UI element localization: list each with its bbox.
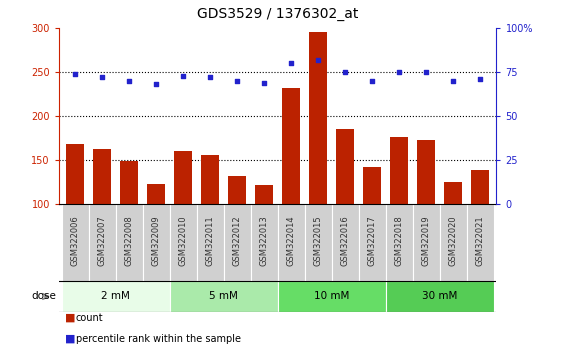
Point: [341, 69, 350, 75]
Bar: [440, 204, 467, 281]
Point: [395, 69, 404, 75]
Bar: [444, 182, 462, 291]
Bar: [197, 204, 224, 281]
Point: [368, 78, 377, 84]
Bar: [224, 204, 251, 281]
Bar: [116, 204, 142, 281]
Bar: [471, 170, 489, 291]
Bar: [174, 151, 192, 291]
Bar: [386, 281, 494, 312]
Bar: [310, 32, 327, 291]
Point: [476, 76, 485, 82]
Bar: [305, 204, 332, 281]
Bar: [142, 204, 169, 281]
Text: GSM322020: GSM322020: [449, 216, 458, 266]
Text: 30 mM: 30 mM: [422, 291, 457, 302]
Bar: [282, 88, 300, 291]
Bar: [228, 176, 246, 291]
Point: [206, 75, 215, 80]
Bar: [413, 204, 440, 281]
Text: GDS3529 / 1376302_at: GDS3529 / 1376302_at: [197, 7, 358, 21]
Bar: [89, 204, 116, 281]
Bar: [66, 144, 84, 291]
Text: ■: ■: [65, 334, 75, 344]
Point: [71, 71, 80, 77]
Text: ■: ■: [65, 313, 75, 323]
Point: [178, 73, 187, 79]
Bar: [417, 139, 435, 291]
Point: [314, 57, 323, 63]
Text: GSM322021: GSM322021: [476, 216, 485, 266]
Point: [449, 78, 458, 84]
Bar: [390, 137, 408, 291]
Point: [260, 80, 269, 85]
Point: [422, 69, 431, 75]
Text: GSM322009: GSM322009: [151, 216, 160, 266]
Bar: [467, 204, 494, 281]
Bar: [364, 167, 381, 291]
Bar: [169, 204, 197, 281]
Text: GSM322014: GSM322014: [287, 216, 296, 266]
Bar: [278, 204, 305, 281]
Point: [125, 78, 134, 84]
Bar: [93, 149, 111, 291]
Text: GSM322011: GSM322011: [206, 216, 215, 266]
Bar: [332, 204, 358, 281]
Text: count: count: [76, 313, 103, 323]
Bar: [255, 185, 273, 291]
Text: 5 mM: 5 mM: [209, 291, 238, 302]
Point: [98, 75, 107, 80]
Text: GSM322007: GSM322007: [98, 216, 107, 266]
Text: 2 mM: 2 mM: [101, 291, 130, 302]
Text: GSM322006: GSM322006: [71, 216, 80, 266]
Point: [233, 78, 242, 84]
Bar: [62, 204, 89, 281]
Text: GSM322019: GSM322019: [422, 216, 431, 266]
Bar: [337, 129, 354, 291]
Bar: [278, 281, 386, 312]
Point: [287, 61, 296, 66]
Text: dose: dose: [31, 291, 56, 302]
Point: [151, 81, 160, 87]
Text: GSM322016: GSM322016: [341, 216, 350, 266]
Text: GSM322010: GSM322010: [178, 216, 188, 266]
Bar: [121, 161, 138, 291]
Text: GSM322017: GSM322017: [367, 216, 377, 266]
Bar: [169, 281, 278, 312]
Text: 10 mM: 10 mM: [314, 291, 350, 302]
Text: GSM322012: GSM322012: [233, 216, 242, 266]
Bar: [201, 155, 219, 291]
Text: GSM322008: GSM322008: [125, 216, 134, 266]
Bar: [386, 204, 413, 281]
Bar: [358, 204, 386, 281]
Bar: [148, 184, 165, 291]
Text: GSM322013: GSM322013: [260, 216, 269, 266]
Bar: [251, 204, 278, 281]
Text: GSM322015: GSM322015: [314, 216, 323, 266]
Bar: [62, 281, 169, 312]
Text: percentile rank within the sample: percentile rank within the sample: [76, 334, 241, 344]
Text: GSM322018: GSM322018: [395, 216, 404, 266]
